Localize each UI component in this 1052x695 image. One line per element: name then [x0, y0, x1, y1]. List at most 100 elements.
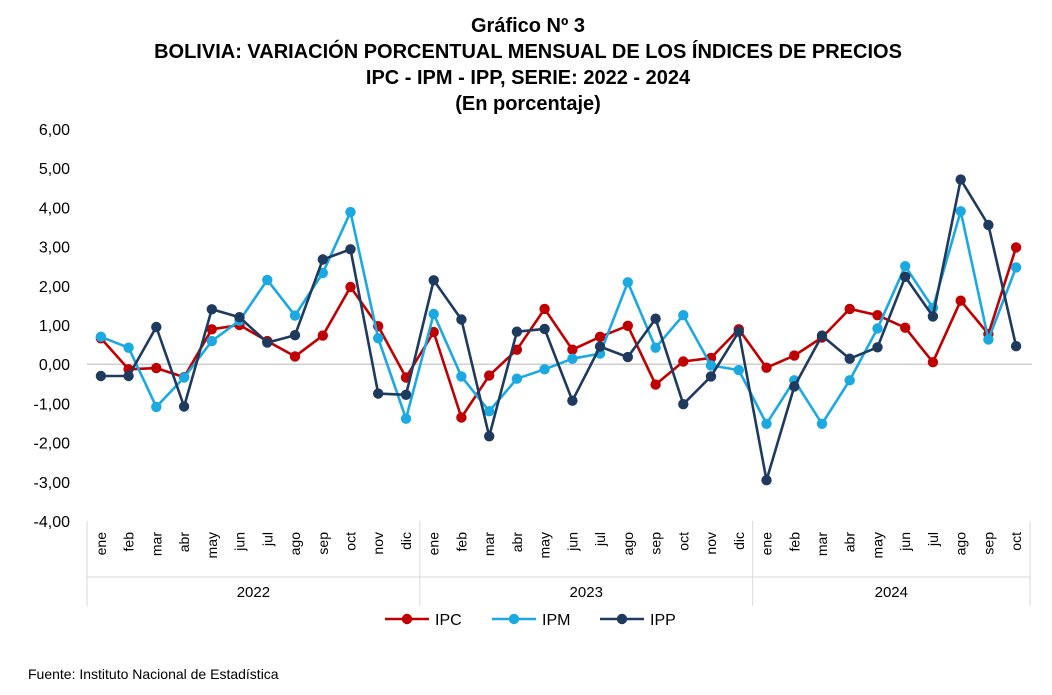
x-tick-label: jul: [592, 532, 608, 547]
data-point-ipp: [622, 351, 633, 363]
series-line-ipp: [100, 178, 1018, 482]
chart-title-line-1: Gráfico Nº 3: [471, 15, 585, 37]
data-point-ipc: [789, 350, 800, 361]
data-point-ipc: [428, 326, 439, 338]
x-tick-label: sep: [315, 532, 331, 555]
y-tick-label: -1,00: [34, 396, 71, 413]
data-point-ipm: [95, 331, 107, 342]
x-tick-label: may: [869, 532, 885, 558]
x-tick-label: sep: [980, 532, 996, 555]
data-point-ipc: [872, 310, 883, 321]
x-tick-label: ene: [93, 532, 109, 556]
x-tick-label: may: [537, 532, 553, 558]
data-point-ipp: [456, 314, 467, 325]
legend-item-ipp: IPP: [600, 612, 676, 629]
source-note: Fuente: Instituto Nacional de Estadístic…: [28, 666, 279, 682]
x-tick-label: jul: [925, 532, 941, 547]
data-point-ipp: [872, 342, 883, 353]
x-tick-label: dic: [731, 532, 747, 550]
x-tick-label: nov: [370, 532, 386, 555]
data-point-ipp: [123, 370, 134, 382]
data-point-ipm: [511, 373, 523, 384]
data-point-ipp: [955, 174, 966, 185]
x-tick-label: abr: [842, 532, 858, 553]
data-point-ipp: [345, 244, 356, 255]
data-point-ipp: [234, 312, 245, 323]
legend-item-ipc: IPC: [385, 612, 462, 629]
data-point-ipp: [927, 311, 939, 322]
data-point-ipm: [733, 364, 744, 376]
y-axis: 6,00 5,00 4,00 3,00 2,00 1,00 0,00 -1,00 -2,00 -3…: [34, 122, 1032, 531]
y-tick-label: 6,00: [39, 122, 70, 139]
data-point-ipp: [484, 431, 495, 442]
data-point-ipp: [400, 389, 412, 400]
data-point-ipm: [983, 334, 994, 345]
y-tick-label: 3,00: [39, 240, 70, 257]
data-point-ipc: [955, 295, 966, 306]
data-point-ipp: [262, 337, 273, 348]
legend-label: IPM: [542, 612, 570, 629]
data-point-ipp: [151, 321, 162, 333]
x-tick-label: ene: [759, 532, 775, 556]
data-point-ipm: [1010, 262, 1022, 273]
data-point-ipm: [123, 342, 134, 353]
data-point-ipc: [927, 357, 939, 368]
data-point-ipm: [567, 353, 578, 364]
data-point-ipp: [206, 304, 217, 315]
data-point-ipc: [567, 344, 578, 355]
data-point-ipc: [622, 320, 633, 331]
x-group-label: 2023: [570, 584, 603, 601]
data-point-ipm: [484, 406, 495, 417]
x-tick-label: dic: [398, 532, 414, 550]
data-point-ipp: [539, 323, 550, 335]
chart-legend: IPC IPM IPP: [385, 612, 676, 629]
chart-title-line-2: BOLIVIA: VARIACIÓN PORCENTUAL MENSUAL DE…: [154, 39, 902, 63]
x-tick-label: oct: [342, 532, 358, 551]
chart-title-line-3: IPC - IPM - IPP, SERIE: 2022 - 2024: [366, 67, 691, 89]
x-tick-label: ago: [620, 532, 636, 556]
data-point-ipc: [678, 356, 689, 367]
x-axis: ene feb mar abr may jun jul ago sep oct nov dic ene f…: [86, 521, 1031, 606]
data-point-ipc: [206, 324, 217, 335]
chart-title-line-4: (En porcentaje): [455, 93, 601, 115]
data-point-ipm: [456, 371, 467, 382]
data-point-ipp: [983, 219, 994, 231]
y-tick-label: 5,00: [39, 161, 70, 178]
data-point-ipp: [1010, 341, 1022, 352]
data-point-ipm: [705, 360, 717, 371]
series-line-ipc: [99, 247, 1018, 419]
data-point-ipm: [844, 375, 855, 386]
data-point-ipm: [400, 413, 412, 424]
data-point-ipc: [1010, 242, 1022, 253]
x-tick-label: ene: [426, 532, 442, 556]
x-tick-label: ago: [953, 532, 969, 556]
x-tick-label: oct: [675, 532, 691, 551]
legend-swatch-marker: [401, 613, 413, 625]
data-point-ipm: [761, 418, 772, 429]
data-point-ipm: [900, 261, 911, 272]
x-tick-label: ago: [287, 532, 303, 556]
data-point-ipp: [733, 326, 744, 337]
x-tick-label: abr: [509, 532, 525, 553]
data-point-ipc: [511, 344, 523, 355]
data-point-ipc: [456, 412, 467, 423]
y-tick-label: 1,00: [39, 318, 70, 335]
x-tick-label: mar: [814, 532, 830, 556]
data-point-ipm: [539, 364, 550, 375]
data-point-ipc: [317, 330, 328, 341]
data-point-ipp: [816, 330, 828, 341]
y-tick-label: 2,00: [39, 279, 70, 296]
x-tick-label: feb: [121, 532, 137, 552]
x-tick-label: sep: [648, 532, 664, 555]
data-point-ipp: [761, 475, 772, 486]
data-point-ipm: [151, 401, 162, 413]
data-point-ipp: [95, 370, 107, 382]
data-point-ipp: [289, 330, 301, 341]
series-ipc: [95, 242, 1022, 423]
data-point-ipp: [178, 401, 190, 412]
data-point-ipm: [622, 277, 633, 288]
data-point-ipp: [650, 313, 661, 324]
data-point-ipm: [650, 342, 661, 353]
data-point-ipm: [955, 206, 966, 217]
